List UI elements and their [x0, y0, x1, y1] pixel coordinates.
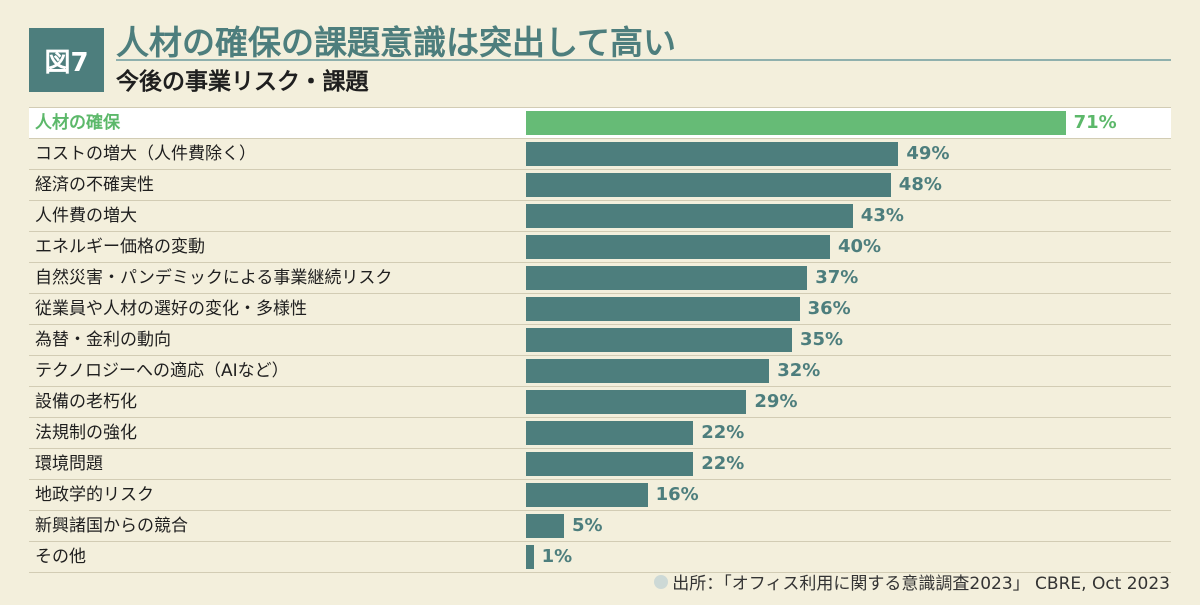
chart-row: 人材の確保 71%	[29, 107, 1171, 139]
bar	[526, 421, 694, 445]
category-label: 法規制の強化	[35, 423, 137, 443]
bar	[526, 142, 899, 166]
bar	[526, 235, 830, 259]
value-label: 48%	[898, 174, 942, 195]
chart-row: 地政学的リスク 16%	[29, 480, 1171, 511]
category-label: 経済の不確実性	[35, 175, 154, 195]
value-label: 43%	[860, 205, 904, 226]
bar	[526, 204, 853, 228]
chart-row: その他 1%	[29, 542, 1171, 573]
bar	[526, 359, 770, 383]
title-underline	[116, 59, 1171, 61]
value-label: 16%	[655, 484, 699, 505]
bar	[526, 173, 891, 197]
chart-row: 新興諸国からの競合 5%	[29, 511, 1171, 542]
figure-number-badge: 図7	[29, 28, 104, 92]
value-label: 36%	[807, 298, 851, 319]
value-label: 40%	[838, 236, 882, 257]
value-label: 37%	[815, 267, 859, 288]
bar	[526, 545, 534, 569]
category-label: エネルギー価格の変動	[35, 237, 205, 257]
bar	[526, 328, 792, 352]
chart-row: 自然災害・パンデミックによる事業継続リスク 37%	[29, 263, 1171, 294]
bar	[526, 266, 808, 290]
value-label: 22%	[701, 422, 745, 443]
chart-row: コストの増大（人件費除く） 49%	[29, 139, 1171, 170]
category-label: 地政学的リスク	[35, 485, 154, 505]
category-label: 人材の確保	[35, 113, 120, 133]
category-label: テクノロジーへの適応（AIなど）	[35, 361, 289, 381]
category-label: 新興諸国からの競合	[35, 516, 188, 536]
category-label: 従業員や人材の選好の変化・多様性	[35, 299, 307, 319]
chart-row: 為替・金利の動向 35%	[29, 325, 1171, 356]
value-label: 35%	[800, 329, 844, 350]
category-label: その他	[35, 547, 86, 567]
chart-row: エネルギー価格の変動 40%	[29, 232, 1171, 263]
category-label: コストの増大（人件費除く）	[35, 144, 256, 164]
chart-title: 人材の確保の課題意識は突出して高い	[116, 23, 677, 62]
source-text: 出所：「オフィス利用に関する意識調査2023」 CBRE, Oct 2023	[672, 574, 1170, 594]
chart-subtitle: 今後の事業リスク・課題	[116, 69, 369, 95]
source-note: 出所：「オフィス利用に関する意識調査2023」 CBRE, Oct 2023	[654, 569, 1170, 594]
chart-row: 従業員や人材の選好の変化・多様性 36%	[29, 294, 1171, 325]
bar	[526, 297, 800, 321]
bar	[526, 483, 648, 507]
chart-row: 環境問題 22%	[29, 449, 1171, 480]
category-label: 人件費の増大	[35, 206, 137, 226]
chart-row: 設備の老朽化 29%	[29, 387, 1171, 418]
value-label: 1%	[541, 546, 573, 567]
category-label: 自然災害・パンデミックによる事業継続リスク	[35, 268, 393, 288]
value-label: 71%	[1073, 112, 1117, 133]
bullet-dot-icon	[654, 574, 669, 589]
chart-row: 人件費の増大 43%	[29, 201, 1171, 232]
value-label: 49%	[906, 143, 950, 164]
bar	[526, 452, 694, 476]
value-label: 29%	[754, 391, 798, 412]
chart-row: 経済の不確実性 48%	[29, 170, 1171, 201]
chart-row: 法規制の強化 22%	[29, 418, 1171, 449]
category-label: 為替・金利の動向	[35, 330, 171, 350]
category-label: 設備の老朽化	[35, 392, 137, 412]
bar	[526, 514, 564, 538]
value-label: 22%	[701, 453, 745, 474]
chart-row: テクノロジーへの適応（AIなど） 32%	[29, 356, 1171, 387]
bar	[526, 390, 747, 414]
bar	[526, 111, 1066, 135]
category-label: 環境問題	[35, 454, 103, 474]
bar-chart: 人材の確保 71% コストの増大（人件費除く） 49% 経済の不確実性 48% 人件費の増大…	[29, 107, 1171, 573]
value-label: 32%	[777, 360, 821, 381]
value-label: 5%	[572, 515, 603, 536]
